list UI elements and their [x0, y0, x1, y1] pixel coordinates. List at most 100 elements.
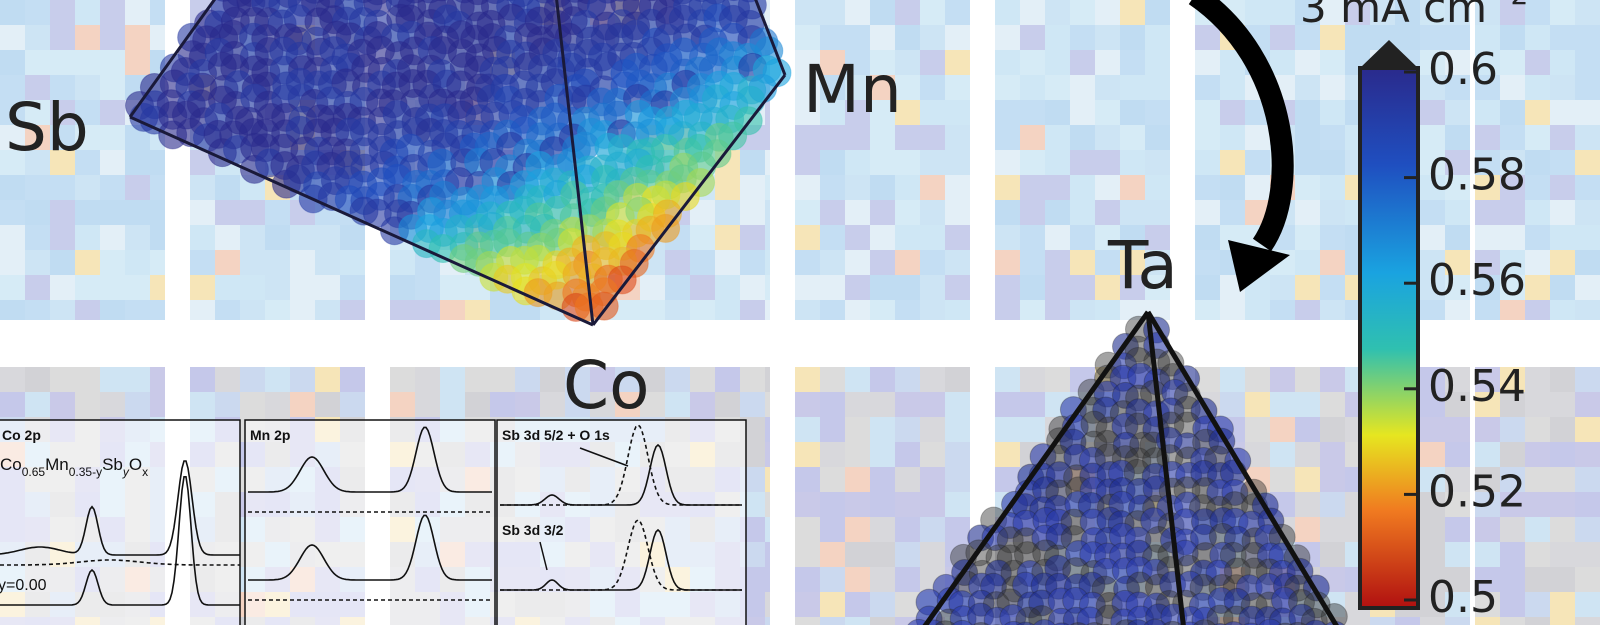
pixel: [795, 75, 820, 100]
pixel: [1475, 100, 1500, 125]
pixel: [895, 567, 920, 592]
pixel: [1320, 225, 1345, 250]
spectrum-title: Co 2p: [2, 427, 41, 443]
pixel: [1475, 517, 1500, 542]
pixel: [1320, 300, 1345, 320]
pixel: [100, 175, 125, 200]
pixel: [1575, 250, 1600, 275]
vertex-label: Sb: [5, 89, 89, 166]
composition-spot: [1162, 620, 1183, 625]
pixel: [50, 100, 75, 125]
pixel: [75, 125, 100, 150]
pixel: [1475, 542, 1500, 567]
pixel: [1045, 125, 1070, 150]
composition-spot: [1080, 410, 1108, 438]
pixel: [920, 0, 945, 25]
pixel: [1445, 442, 1470, 467]
pixel: [765, 592, 770, 617]
composition-spot: [1300, 607, 1328, 625]
colorbar-tick-label: 0.5: [1428, 572, 1498, 623]
pixel: [1095, 150, 1120, 175]
pixel: [795, 542, 820, 567]
pixel: [50, 250, 75, 275]
pixel: [1195, 225, 1220, 250]
pixel: [1070, 150, 1095, 175]
pixel: [1500, 125, 1525, 150]
composition-spot: [1045, 522, 1073, 550]
pixel: [465, 300, 490, 320]
pixel: [945, 75, 970, 100]
pixel: [1445, 25, 1470, 50]
pixel: [945, 492, 970, 517]
pixel: [50, 50, 75, 75]
pixel: [1295, 100, 1320, 125]
pixel: [1575, 225, 1600, 250]
pixel: [1525, 467, 1550, 492]
ternary-edge: [1145, 311, 1186, 625]
pixel: [1475, 125, 1500, 150]
composition-spot: [1224, 621, 1244, 625]
pixel: [0, 50, 25, 75]
pixel: [290, 367, 315, 392]
pixel: [845, 467, 870, 492]
pixel: [1475, 392, 1500, 417]
pixel: [25, 125, 50, 150]
pixel: [25, 25, 50, 50]
pixel: [1420, 275, 1445, 300]
colorbar-tick-label: 0.56: [1428, 255, 1526, 306]
ternary-edge: [591, 74, 787, 326]
pixel: [945, 100, 970, 125]
pixel: [1445, 175, 1470, 200]
pixel: [820, 542, 845, 567]
pixel: [415, 367, 440, 392]
pixel: [870, 175, 895, 200]
pixel: [0, 150, 25, 175]
pixel: [1475, 300, 1500, 320]
pixel: [765, 100, 770, 125]
spectrum-curve: [0, 460, 240, 556]
pixel: [1445, 542, 1470, 567]
pixel: [1395, 0, 1420, 25]
pixel: [0, 392, 25, 417]
pixel: [1145, 200, 1170, 225]
pixel: [1070, 200, 1095, 225]
pixel: [1445, 617, 1470, 625]
composition-spot: [1305, 619, 1327, 625]
pixel: [1220, 617, 1245, 625]
composition-spot: [1003, 620, 1024, 625]
pixel: [1195, 275, 1220, 300]
pixel: [215, 392, 240, 417]
pixel: [1500, 492, 1525, 517]
pixel: [0, 25, 25, 50]
pixel: [740, 150, 765, 175]
pixel: [895, 392, 920, 417]
pixel: [1445, 75, 1470, 100]
pixel: [845, 125, 870, 150]
pixel: [920, 367, 945, 392]
pixel: [75, 150, 100, 175]
pixel: [640, 275, 665, 300]
pixel: [895, 225, 920, 250]
pixel: [715, 300, 740, 320]
pixel: [215, 175, 240, 200]
pixel: [100, 250, 125, 275]
pixel: [265, 392, 290, 417]
pixel: [1475, 442, 1500, 467]
pixel: [1550, 617, 1575, 625]
pixel: [795, 417, 820, 442]
pixel: [315, 275, 340, 300]
composition-spot: [1219, 541, 1247, 569]
pixel: [715, 275, 740, 300]
pixel: [995, 467, 1020, 492]
pixel: [820, 125, 845, 150]
formula-part: 0.65: [22, 465, 46, 479]
pixel: [995, 367, 1020, 392]
pixel: [795, 442, 820, 467]
pixel: [1295, 417, 1320, 442]
pixel: [415, 275, 440, 300]
pixel: [1295, 175, 1320, 200]
composition-spot: [996, 526, 1024, 554]
pixel: [440, 275, 465, 300]
pixel: [945, 442, 970, 467]
pixel: [820, 225, 845, 250]
